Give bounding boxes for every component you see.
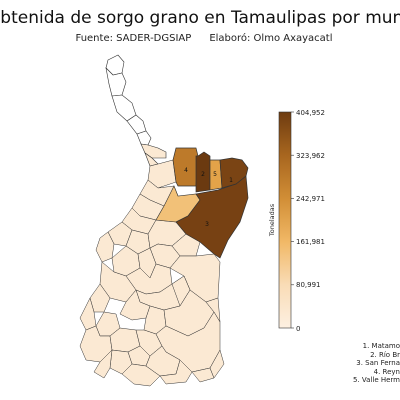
map-subtitle: Fuente: SADER-DGSIAP Elaboró: Olmo Axaya…: [0, 33, 400, 44]
legend-item-2: 2. Río Br: [370, 350, 400, 359]
northern-light-municipalities: [140, 143, 167, 167]
legend-item-3: 3. San Ferna: [356, 359, 400, 368]
map-number-labels: 1 2 3 4 5: [184, 167, 233, 228]
colorbar-ticks: [291, 111, 294, 329]
source-text: Fuente: SADER-DGSIAP: [75, 33, 192, 44]
central-light-municipalities: [79, 159, 225, 387]
colorbar-tick-242971: 242,971: [296, 195, 325, 203]
map-label-2: 2: [201, 171, 205, 178]
northern-zero-municipalities: [105, 54, 152, 146]
map-label-1: 1: [229, 177, 233, 184]
municipality-madero: [209, 349, 225, 379]
colorbar-tick-161981: 161,981: [296, 238, 325, 246]
municipality-south-c: [93, 349, 113, 379]
colorbar-tick-labels: 404,952 323,962 242,971 161,981 80,991 0: [296, 109, 325, 333]
legend-item-1: 1. Matamo: [362, 342, 400, 350]
map-label-5: 5: [213, 171, 217, 178]
colorbar-label: Toneladas: [268, 203, 276, 237]
municipality-1-matamoros: [219, 157, 249, 189]
colorbar-tick-80991: 80,991: [296, 281, 321, 289]
municipality-miguel-aleman: [126, 114, 147, 135]
colorbar: 404,952 323,962 242,971 161,981 80,991 0…: [268, 109, 325, 333]
author-text: Elaboró: Olmo Axayacatl: [209, 33, 333, 44]
municipality-gustavo-diaz-ordaz: [140, 143, 167, 159]
colorbar-gradient: [278, 111, 292, 329]
colorbar-tick-0: 0: [296, 325, 300, 333]
municipality-guerrero: [105, 67, 127, 97]
municipality-legend: 1. Matamo 2. Río Br 3. San Ferna 4. Reyn…: [345, 342, 400, 385]
colorbar-tick-404952: 404,952: [296, 109, 325, 117]
map-title: ucción obtenida de sorgo grano en Tamaul…: [0, 8, 400, 28]
map-label-4: 4: [184, 167, 188, 174]
legend-item-4: 4. Reyn: [373, 367, 400, 376]
municipality-south-d: [121, 363, 161, 387]
map-label-3: 3: [205, 221, 209, 228]
municipality-south-b: [159, 359, 193, 385]
legend-item-5: 5. Valle Herm: [352, 376, 400, 385]
municipality-miquihuana: [89, 283, 111, 313]
colorbar-tick-323962: 323,962: [296, 152, 325, 160]
municipality-mainero: [107, 221, 133, 247]
municipality-camargo: [136, 130, 152, 146]
